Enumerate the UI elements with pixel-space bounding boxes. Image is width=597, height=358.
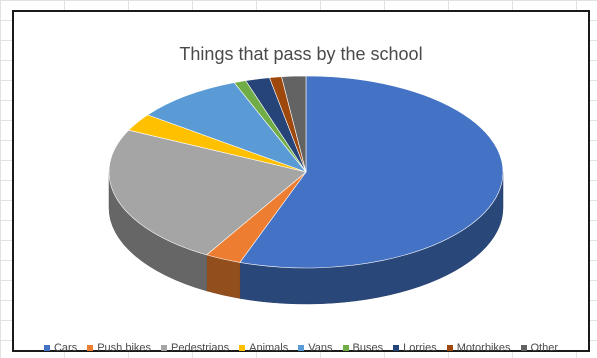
- legend-item-other: Other: [520, 342, 559, 354]
- legend-label: Cars: [53, 342, 78, 354]
- legend-swatch: [161, 345, 168, 351]
- legend-swatch: [239, 345, 246, 351]
- legend-swatch: [43, 345, 50, 351]
- legend-item-push-bikes: Push bikes: [87, 342, 151, 354]
- legend-swatch: [520, 345, 527, 351]
- legend-label: Push bikes: [97, 342, 152, 354]
- legend-item-motorbikes: Motorbikes: [446, 342, 511, 354]
- pie-slice-cars[interactable]: [239, 75, 504, 269]
- legend-label: Vans: [308, 342, 333, 354]
- legend-item-cars: Cars: [43, 342, 78, 354]
- pie-slice-pedestrians[interactable]: [108, 129, 307, 256]
- legend-item-buses: Buses: [342, 342, 384, 354]
- legend-swatch: [446, 345, 453, 351]
- legend-swatch: [342, 345, 349, 351]
- legend-swatch: [393, 345, 400, 351]
- legend-swatch: [298, 345, 305, 351]
- legend-label: Lorries: [403, 342, 437, 354]
- legend-item-pedestrians: Pedestrians: [161, 342, 229, 354]
- legend-label: Animals: [249, 342, 289, 354]
- legend-swatch: [87, 345, 94, 351]
- legend-label: Pedestrians: [171, 342, 230, 354]
- chart-frame[interactable]: Things that pass by the school Cars Push …: [12, 10, 590, 354]
- legend-label: Buses: [352, 342, 384, 354]
- chart-legend: Cars Push bikes Pedestrians Animals Vans Buse…: [14, 342, 588, 354]
- legend-item-vans: Vans: [298, 342, 333, 354]
- chart-title: Things that pass by the school: [179, 44, 423, 64]
- legend-label: Motorbikes: [456, 342, 511, 354]
- pie-slice-vans[interactable]: [147, 82, 307, 173]
- pie-slice-other[interactable]: [281, 75, 307, 173]
- legend-label: Other: [530, 342, 559, 354]
- pie-chart: [108, 75, 504, 305]
- legend-item-animals: Animals: [239, 342, 288, 354]
- legend-item-lorries: Lorries: [393, 342, 437, 354]
